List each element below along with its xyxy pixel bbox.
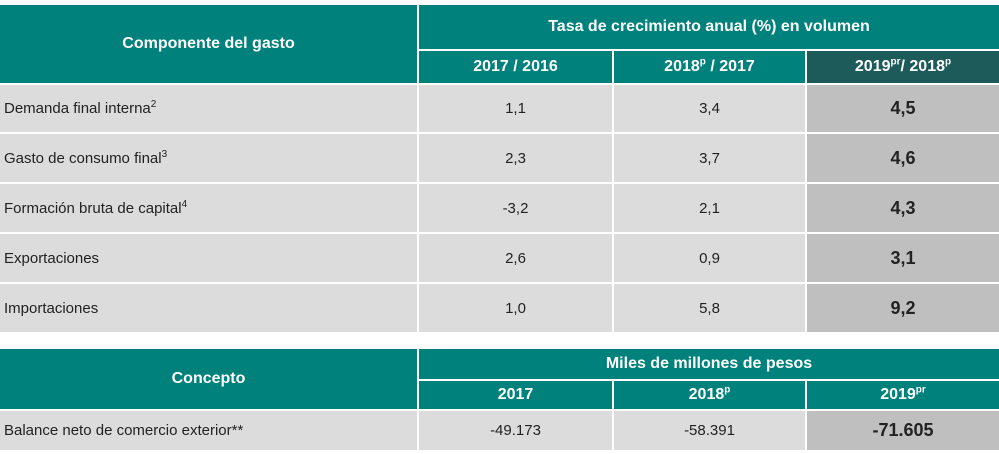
- value-cell: 5,8: [612, 284, 805, 332]
- value-cell: 2,3: [417, 134, 612, 184]
- value-cell: 1,0: [417, 284, 612, 332]
- highlight-value-cell: 4,3: [805, 184, 999, 234]
- growth-group-header: Tasa de crecimiento anual (%) en volumen: [417, 5, 999, 51]
- growth-table: Componente del gasto Tasa de crecimiento…: [0, 5, 999, 332]
- value-cell: 2,6: [417, 234, 612, 284]
- table-row: Balance neto de comercio exterior** -49.…: [0, 411, 999, 450]
- table-row: Gasto de consumo final3 2,3 3,7 4,6: [0, 134, 999, 184]
- value-cell: 1,1: [417, 85, 612, 134]
- balance-table: Concepto Miles de millones de pesos 2017…: [0, 349, 999, 450]
- col-header-2018-2017: 2018p / 2017: [612, 51, 805, 85]
- value-cell: 0,9: [612, 234, 805, 284]
- col-header-2018: 2018p: [612, 381, 805, 411]
- value-cell: 2,1: [612, 184, 805, 234]
- row-label: Balance neto de comercio exterior**: [0, 411, 417, 450]
- value-cell: 3,4: [612, 85, 805, 134]
- highlight-value-cell: -71.605: [805, 411, 999, 450]
- row-label: Demanda final interna2: [0, 85, 417, 134]
- balance-group-header: Miles de millones de pesos: [417, 349, 999, 381]
- table-row: Importaciones 1,0 5,8 9,2: [0, 284, 999, 332]
- col-header-2017-2016: 2017 / 2016: [417, 51, 612, 85]
- col-header-2017: 2017: [417, 381, 612, 411]
- row-label: Exportaciones: [0, 234, 417, 284]
- row-label: Formación bruta de capital4: [0, 184, 417, 234]
- value-cell: -49.173: [417, 411, 612, 450]
- col-header-2019-2018: 2019pr/ 2018p: [805, 51, 999, 85]
- highlight-value-cell: 4,5: [805, 85, 999, 134]
- value-cell: 3,7: [612, 134, 805, 184]
- table-row: Exportaciones 2,6 0,9 3,1: [0, 234, 999, 284]
- highlight-value-cell: 4,6: [805, 134, 999, 184]
- col-header-2019: 2019pr: [805, 381, 999, 411]
- row-label: Importaciones: [0, 284, 417, 332]
- table-row: Demanda final interna2 1,1 3,4 4,5: [0, 85, 999, 134]
- row-label: Gasto de consumo final3: [0, 134, 417, 184]
- component-header: Componente del gasto: [0, 5, 417, 85]
- concept-header: Concepto: [0, 349, 417, 411]
- table-row: Formación bruta de capital4 -3,2 2,1 4,3: [0, 184, 999, 234]
- highlight-value-cell: 3,1: [805, 234, 999, 284]
- value-cell: -3,2: [417, 184, 612, 234]
- value-cell: -58.391: [612, 411, 805, 450]
- highlight-value-cell: 9,2: [805, 284, 999, 332]
